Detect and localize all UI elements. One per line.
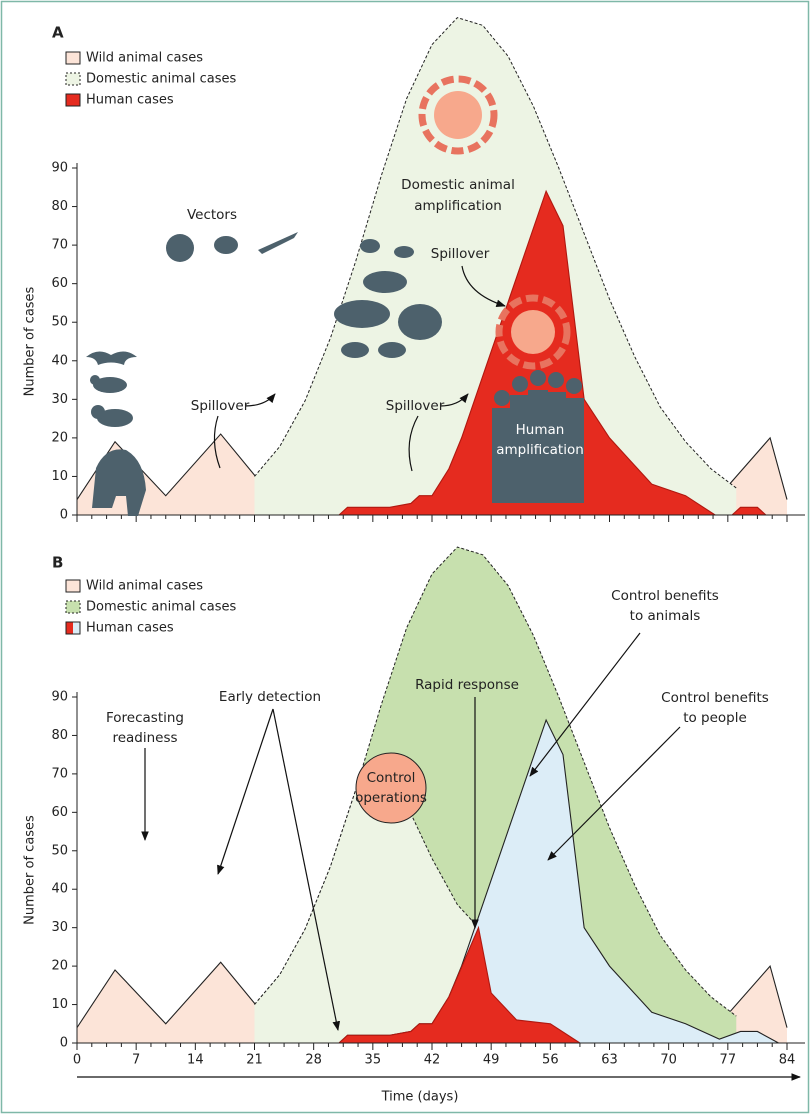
y-tick-label: 30 [51, 392, 68, 407]
annotations: Vectors Domestic animal amplification Sp… [106, 177, 769, 806]
legend-swatch [65, 72, 81, 86]
panel-label: A [52, 24, 64, 42]
series-line [338, 925, 581, 1044]
x-tick-label: 42 [424, 1053, 441, 1068]
legend-label: Domestic animal cases [86, 600, 236, 615]
arrow [213, 415, 221, 469]
annotation: amplification [414, 198, 502, 214]
annotation: Domestic animal [401, 177, 515, 193]
animal-icons [86, 232, 442, 516]
arrow [408, 415, 419, 472]
y-tick-label: 80 [51, 728, 68, 743]
y-tick-label: 20 [51, 430, 68, 445]
y-tick-label: 90 [51, 161, 68, 176]
x-tick-label: 0 [73, 1053, 81, 1068]
legend-swatch-border [65, 621, 81, 635]
legend-label: Wild animal cases [86, 579, 203, 594]
panel-label: B [52, 554, 63, 572]
annotation: to animals [630, 608, 701, 624]
x-tick-label: 49 [483, 1053, 500, 1068]
y-axis-label: Number of cases [23, 815, 38, 925]
area-fill [339, 927, 580, 1043]
arrow [547, 726, 681, 861]
x-tick-label: 63 [601, 1053, 618, 1068]
y-tick-label: 0 [60, 508, 68, 523]
legend-swatch [65, 51, 81, 65]
x-axis-label: Time (days) [381, 1090, 459, 1105]
y-tick-label: 50 [51, 843, 68, 858]
y-tick-label: 70 [51, 238, 68, 253]
people-icons [492, 370, 584, 503]
x-tick-label: 35 [365, 1053, 382, 1068]
annotation: Human [516, 422, 565, 438]
y-tick-label: 80 [51, 199, 68, 214]
annotation: Control benefits [611, 588, 719, 604]
legend-swatch [66, 622, 73, 634]
annotation: Spillover [191, 398, 250, 414]
panel-b: 0 10 20 30 40 50 60 70 80 90 0 7 14 21 28 35 42 49 56 63 70 7… [23, 546, 805, 1105]
area-fill [254, 17, 737, 516]
y-tick-label: 70 [51, 766, 68, 781]
x-tick-label: 56 [542, 1053, 559, 1068]
control-circle [355, 752, 427, 824]
annotation: Forecasting [106, 710, 184, 726]
y-tick-label: 0 [60, 1036, 68, 1051]
legend-swatch [65, 579, 81, 593]
y-tick-label: 10 [51, 997, 68, 1012]
annotation: Rapid response [415, 677, 519, 693]
y-tick-label: 60 [51, 276, 68, 291]
decorations [77, 75, 801, 1081]
annotation: Control [367, 770, 416, 786]
legend-label: Domestic animal cases [86, 72, 236, 87]
y-tick-label: 30 [51, 920, 68, 935]
x-tick-label: 21 [246, 1053, 263, 1068]
area-fill [339, 191, 766, 515]
legend-swatch [73, 622, 80, 634]
y-tick-label: 40 [51, 882, 68, 897]
arrow [461, 265, 506, 308]
annotation: Spillover [386, 398, 445, 414]
y-tick-label: 60 [51, 805, 68, 820]
legend-label: Human cases [86, 93, 174, 108]
y-tick-label: 40 [51, 353, 68, 368]
legend-label: Human cases [86, 621, 174, 636]
x-tick-label: 70 [660, 1053, 677, 1068]
series-line [338, 189, 767, 516]
y-tick-label: 90 [51, 690, 68, 705]
annotation: operations [355, 790, 427, 806]
x-tick-label: 84 [779, 1053, 796, 1068]
arrow [217, 708, 274, 875]
y-tick-label: 10 [51, 469, 68, 484]
amplification-icons [418, 75, 571, 370]
x-tick-label: 77 [720, 1053, 737, 1068]
legend-label: Wild animal cases [86, 51, 203, 66]
annotation: Spillover [431, 246, 490, 262]
series-line [254, 17, 737, 489]
x-tick-label: 14 [187, 1053, 204, 1068]
panel-a: 0 10 20 30 40 50 60 70 80 90 Number of cases A Wild … [23, 17, 805, 523]
area-fill [339, 720, 779, 1043]
annotation: Vectors [187, 207, 237, 223]
annotation: Early detection [219, 689, 321, 705]
area-fill [254, 766, 479, 1043]
y-axis-label: Number of cases [23, 286, 38, 396]
legend-swatch [65, 93, 81, 107]
x-tick-label: 28 [305, 1053, 322, 1068]
arrow [439, 393, 469, 407]
annotation: Control benefits [661, 690, 769, 706]
arrow [272, 708, 341, 1031]
x-tick-label: 7 [132, 1053, 140, 1068]
arrow [529, 632, 641, 777]
legend-swatch [65, 600, 81, 614]
annotation: amplification [496, 442, 584, 458]
y-tick-label: 50 [51, 315, 68, 330]
y-tick-label: 20 [51, 959, 68, 974]
arrow [244, 393, 276, 407]
annotation: to people [683, 710, 747, 726]
annotation: readiness [112, 730, 177, 746]
